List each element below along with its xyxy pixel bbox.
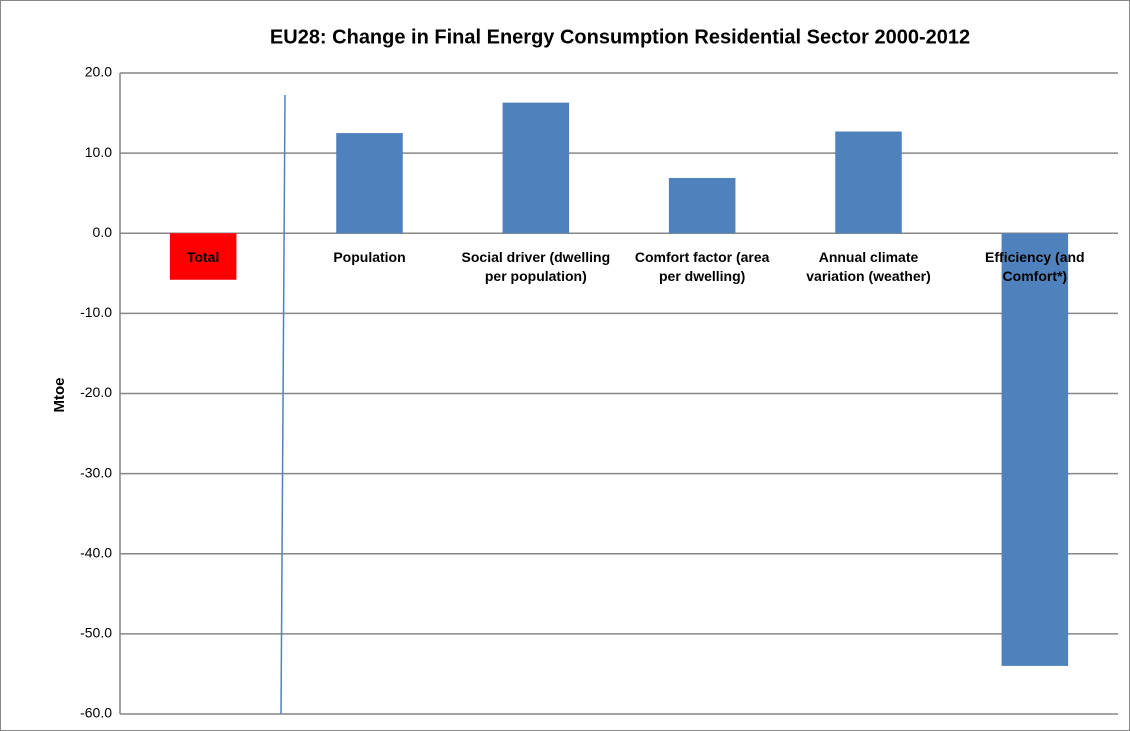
x-tick-label: Population [333,249,406,266]
x-tick-label: Social driver (dwelling per population) [461,249,611,285]
y-tick-label: -10.0 [80,304,112,320]
separator-line [280,94,286,715]
y-tick-label: -60.0 [80,705,112,721]
bar [336,133,403,234]
x-tick-label: Efficiency (and Comfort*) [985,249,1085,285]
chart-title: EU28: Change in Final Energy Consumption… [270,26,970,48]
y-axis-label: Mtoe [51,378,68,413]
y-tick-label: -40.0 [80,544,112,560]
bar [502,102,570,234]
y-tick-label: 0.0 [93,224,113,240]
y-tick-label: -20.0 [80,384,112,400]
bar [835,131,902,234]
bar [1001,233,1069,666]
bar [668,177,736,234]
y-tick-label: 20.0 [85,64,112,80]
bar [169,233,237,280]
y-tick-label: -30.0 [80,464,112,480]
x-tick-label: Annual climate variation (weather) [806,249,931,285]
x-tick-label: Comfort factor (area per dwelling) [634,249,770,285]
x-tick-label: Total [186,249,220,266]
y-tick-label: 10.0 [85,144,112,160]
y-tick-label: -50.0 [80,625,112,641]
